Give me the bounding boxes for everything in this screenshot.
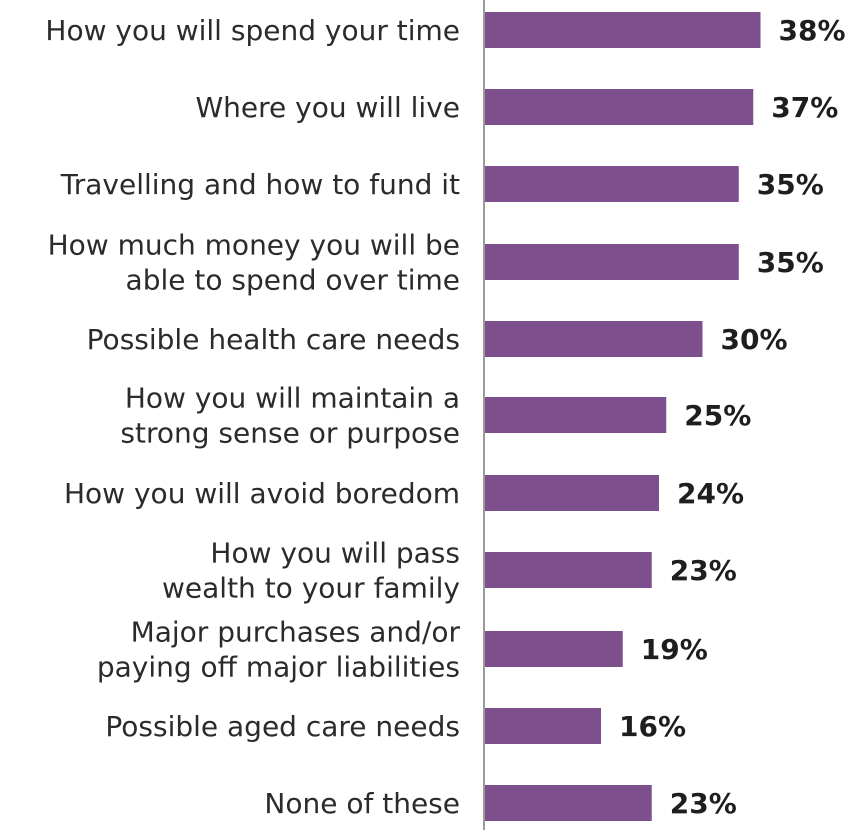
category-label-6-line-0: How you will avoid boredom bbox=[64, 477, 460, 510]
bar-7 bbox=[485, 552, 652, 588]
bar-4 bbox=[485, 321, 703, 357]
bar-5 bbox=[485, 397, 667, 433]
category-label-3: How much money you will be able to spend … bbox=[48, 229, 460, 297]
value-label-8: 19% bbox=[641, 633, 708, 666]
category-label-1: Where you will live bbox=[195, 91, 460, 124]
category-label-0-line-0: How you will spend your time bbox=[45, 14, 460, 47]
bar-8 bbox=[485, 631, 623, 667]
value-label-1: 37% bbox=[771, 91, 838, 124]
bar-10 bbox=[485, 785, 652, 821]
value-label-4: 30% bbox=[721, 323, 788, 356]
category-label-1-line-0: Where you will live bbox=[195, 91, 460, 124]
category-label-3-line-0: How much money you will be bbox=[48, 229, 460, 262]
category-label-2: Travelling and how to fund it bbox=[60, 168, 460, 201]
bar-6 bbox=[485, 475, 659, 511]
category-label-9: Possible aged care needs bbox=[105, 710, 460, 743]
bars-layer bbox=[485, 12, 761, 821]
value-label-7: 23% bbox=[670, 554, 737, 587]
bar-2 bbox=[485, 166, 739, 202]
category-label-5-line-1: strong sense or purpose bbox=[120, 417, 460, 450]
bar-3 bbox=[485, 244, 739, 280]
value-label-3: 35% bbox=[757, 246, 824, 279]
category-label-7: How you will pass wealth to your family bbox=[162, 537, 460, 605]
category-label-6: How you will avoid boredom bbox=[64, 477, 460, 510]
value-label-10: 23% bbox=[670, 787, 737, 820]
bar-0 bbox=[485, 12, 761, 48]
value-labels: 38% 37% 35% 35% 30% 25% 24% 23% 19% 16% 23% bbox=[619, 14, 846, 820]
category-label-8: Major purchases and/or paying off major l… bbox=[97, 616, 461, 684]
category-label-8-line-1: paying off major liabilities bbox=[97, 651, 460, 684]
category-label-4: Possible health care needs bbox=[87, 323, 460, 356]
category-label-4-line-0: Possible health care needs bbox=[87, 323, 460, 356]
category-label-0: How you will spend your time bbox=[45, 14, 460, 47]
value-label-5: 25% bbox=[684, 399, 751, 432]
category-label-7-line-0: How you will pass bbox=[210, 537, 460, 570]
value-label-0: 38% bbox=[779, 14, 846, 47]
category-label-10: None of these bbox=[264, 787, 460, 820]
category-label-8-line-0: Major purchases and/or bbox=[131, 616, 461, 649]
category-label-9-line-0: Possible aged care needs bbox=[105, 710, 460, 743]
category-label-7-line-1: wealth to your family bbox=[162, 572, 460, 605]
bar-1 bbox=[485, 89, 754, 125]
category-label-10-line-0: None of these bbox=[264, 787, 460, 820]
category-label-2-line-0: Travelling and how to fund it bbox=[60, 168, 460, 201]
value-label-9: 16% bbox=[619, 710, 686, 743]
bar-9 bbox=[485, 708, 601, 744]
category-label-5: How you will maintain a strong sense or p… bbox=[120, 382, 460, 450]
category-labels: How you will spend your time Where you wi… bbox=[45, 14, 460, 820]
category-label-3-line-1: able to spend over time bbox=[126, 264, 460, 297]
value-label-2: 35% bbox=[757, 168, 824, 201]
value-label-6: 24% bbox=[677, 477, 744, 510]
category-label-5-line-0: How you will maintain a bbox=[125, 382, 460, 415]
